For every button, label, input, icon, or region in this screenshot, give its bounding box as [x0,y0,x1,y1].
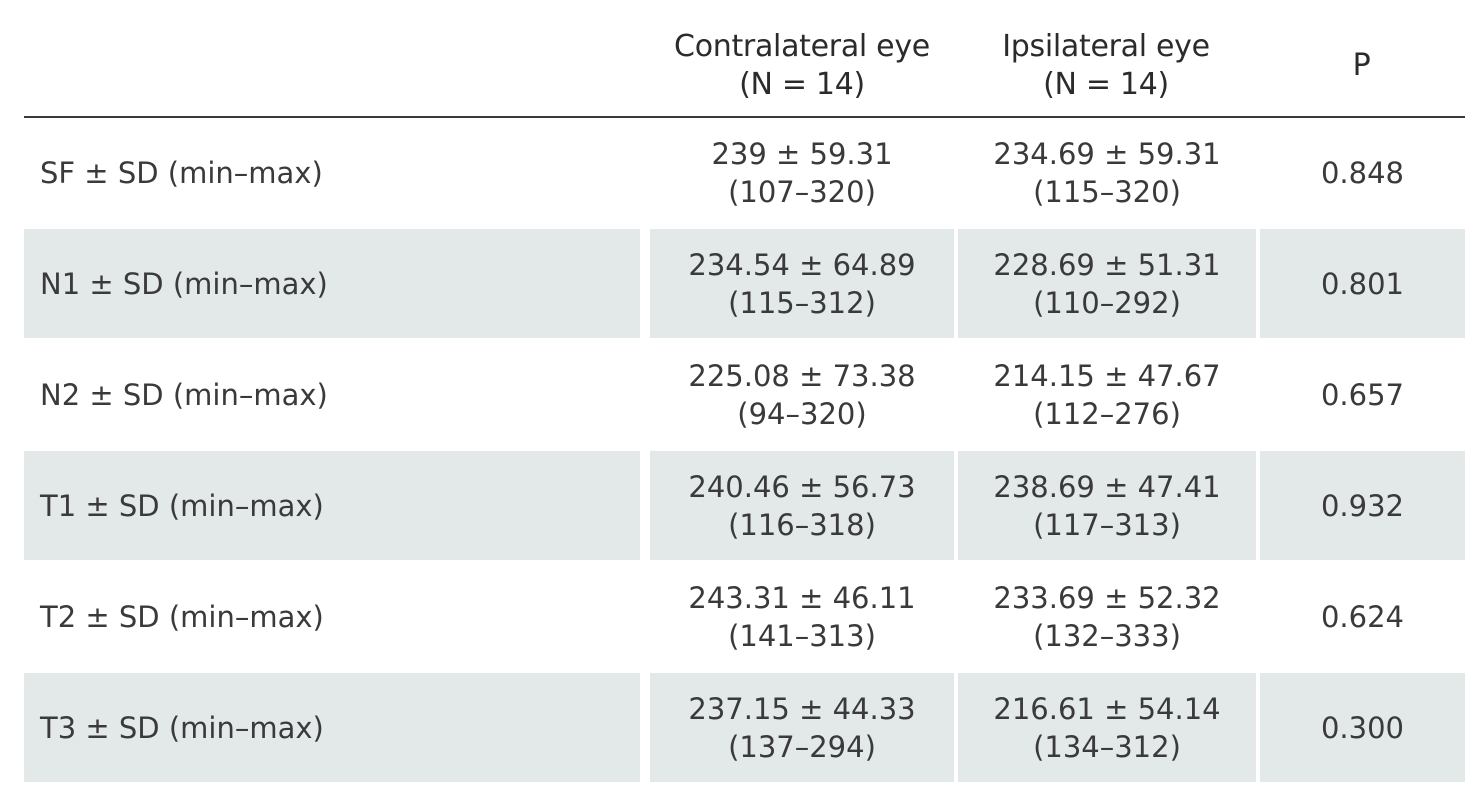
cell-range: (115–312) [728,285,876,320]
cell-ipsilateral: 238.69 ± 47.41 (117–313) [958,451,1256,560]
cell-contralateral: 234.54 ± 64.89 (115–312) [650,229,954,338]
cell-range: (137–294) [728,729,876,764]
cell-mean-sd: 228.69 ± 51.31 [993,247,1221,282]
cell-mean-sd: 240.46 ± 56.73 [688,469,916,504]
header-contralateral-eye: Contralateral eye (N = 14) [650,28,954,104]
cell-ipsilateral: 234.69 ± 59.31 (115–320) [958,118,1256,227]
header-contralateral-n: (N = 14) [739,67,865,102]
cell-p-value: 0.848 [1320,155,1405,190]
row-label: T2 ± SD (min–max) [40,599,324,634]
cell-range: (132–333) [1033,618,1181,653]
cell-contralateral: 237.15 ± 44.33 (137–294) [650,673,954,782]
cell-contralateral: 240.46 ± 56.73 (116–318) [650,451,954,560]
cell-range: (116–318) [728,507,876,542]
cell-p-value: 0.801 [1260,229,1465,338]
cell-mean-sd: 243.31 ± 46.11 [688,580,916,615]
row-label: N2 ± SD (min–max) [40,377,328,412]
table-header: Contralateral eye (N = 14) Ipsilateral e… [24,20,1465,116]
cell-range: (134–312) [1033,729,1181,764]
table-row: N1 ± SD (min–max) 234.54 ± 64.89 (115–312… [24,229,1465,338]
cell-range: (115–320) [1033,174,1181,209]
cell-range: (94–320) [737,396,867,431]
results-table: Contralateral eye (N = 14) Ipsilateral e… [24,20,1465,782]
cell-contralateral: 239 ± 59.31 (107–320) [650,118,954,227]
cell-range: (141–313) [728,618,876,653]
cell-ipsilateral: 228.69 ± 51.31 (110–292) [958,229,1256,338]
cell-mean-sd: 238.69 ± 47.41 [993,469,1221,504]
table-row: SF ± SD (min–max) 239 ± 59.31 (107–320) 2… [24,118,1465,227]
cell-range: (117–313) [1033,507,1181,542]
cell-range: (107–320) [728,174,876,209]
cell-mean-sd: 225.08 ± 73.38 [688,358,916,393]
cell-mean-sd: 239 ± 59.31 [711,136,893,171]
row-label: T3 ± SD (min–max) [24,673,640,782]
cell-ipsilateral: 216.61 ± 54.14 (134–312) [958,673,1256,782]
header-divider [24,116,1465,118]
cell-p-value: 0.932 [1260,451,1465,560]
cell-mean-sd: 216.61 ± 54.14 [993,691,1221,726]
header-ipsilateral-title: Ipsilateral eye [1002,29,1210,64]
table-row: N2 ± SD (min–max) 225.08 ± 73.38 (94–320)… [24,340,1465,449]
cell-mean-sd: 234.54 ± 64.89 [688,247,916,282]
row-label: T1 ± SD (min–max) [24,451,640,560]
cell-mean-sd: 237.15 ± 44.33 [688,691,916,726]
cell-contralateral: 243.31 ± 46.11 (141–313) [650,562,954,671]
cell-p-value: 0.300 [1260,673,1465,782]
cell-mean-sd: 233.69 ± 52.32 [993,580,1221,615]
cell-ipsilateral: 233.69 ± 52.32 (132–333) [958,562,1256,671]
table-body: SF ± SD (min–max) 239 ± 59.31 (107–320) 2… [24,118,1465,784]
table-row: T3 ± SD (min–max) 237.15 ± 44.33 (137–294… [24,673,1465,782]
row-label: SF ± SD (min–max) [40,155,323,190]
cell-contralateral: 225.08 ± 73.38 (94–320) [650,340,954,449]
cell-mean-sd: 234.69 ± 59.31 [993,136,1221,171]
header-ipsilateral-eye: Ipsilateral eye (N = 14) [954,28,1258,104]
cell-range: (112–276) [1033,396,1181,431]
row-label: N1 ± SD (min–max) [24,229,640,338]
cell-p-value: 0.624 [1320,599,1405,634]
cell-mean-sd: 214.15 ± 47.67 [993,358,1221,393]
cell-p-value: 0.657 [1320,377,1405,412]
cell-range: (110–292) [1033,285,1181,320]
header-ipsilateral-n: (N = 14) [1043,67,1169,102]
table-row: T2 ± SD (min–max) 243.31 ± 46.11 (141–313… [24,562,1465,671]
header-contralateral-title: Contralateral eye [674,29,930,64]
table-row: T1 ± SD (min–max) 240.46 ± 56.73 (116–318… [24,451,1465,560]
cell-ipsilateral: 214.15 ± 47.67 (112–276) [958,340,1256,449]
header-p-value: P [1352,48,1371,83]
